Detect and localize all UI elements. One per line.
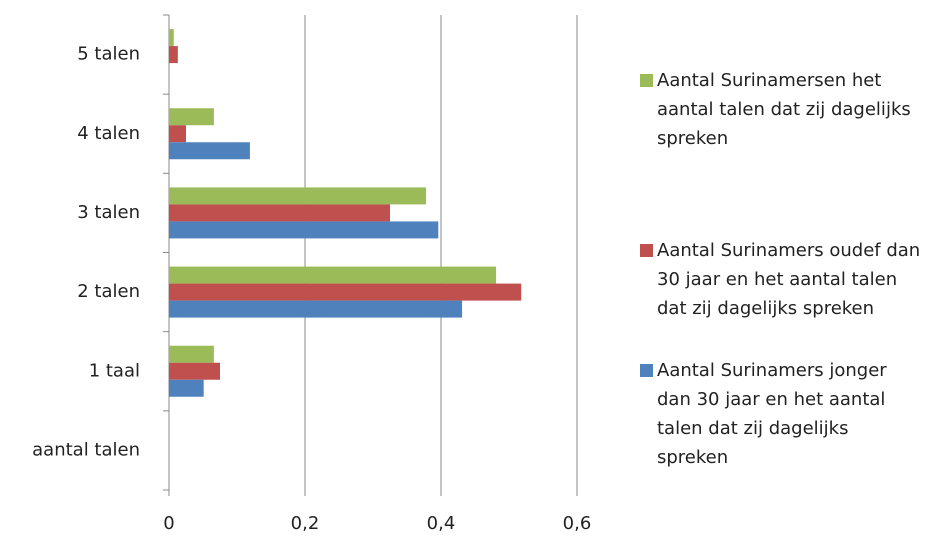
- y-tick-label: 2 talen: [77, 281, 140, 302]
- legend-entry: Aantal Surinamers jonger dan 30 jaar en …: [640, 356, 925, 472]
- y-tick-label: 3 talen: [77, 202, 140, 223]
- bar: [169, 266, 497, 284]
- bar: [169, 362, 220, 380]
- legend-entry: Aantal Surinamers oudef dan 30 jaar en h…: [640, 236, 925, 323]
- y-tick-label: 1 taal: [89, 360, 140, 381]
- bar: [169, 125, 186, 143]
- bar: [169, 283, 522, 301]
- bar: [169, 187, 427, 205]
- legend-label: Aantal Surinamersen het aantal talen dat…: [657, 70, 911, 149]
- x-tick-label: 0,2: [291, 513, 320, 534]
- bar: [169, 345, 214, 363]
- legend-entry: Aantal Surinamersen het aantal talen dat…: [640, 66, 925, 153]
- x-tick-label: 0,6: [563, 513, 592, 534]
- bar: [169, 29, 174, 47]
- legend-swatch: [640, 364, 653, 377]
- legend-label: Aantal Surinamers oudef dan 30 jaar en h…: [657, 240, 921, 319]
- bar: [169, 142, 250, 160]
- y-tick-label: 4 talen: [77, 123, 140, 144]
- bar: [169, 204, 390, 222]
- bar: [169, 108, 214, 126]
- legend-swatch: [640, 74, 653, 87]
- y-tick-label: aantal talen: [32, 439, 140, 460]
- x-tick-label: 0,4: [427, 513, 456, 534]
- bar: [169, 46, 178, 64]
- bar: [169, 221, 439, 239]
- bar: [169, 379, 204, 397]
- y-tick-label: 5 talen: [77, 44, 140, 65]
- legend-swatch: [640, 244, 653, 257]
- x-tick-label: 0: [163, 513, 174, 534]
- bar: [169, 300, 463, 318]
- legend-label: Aantal Surinamers jonger dan 30 jaar en …: [657, 360, 887, 468]
